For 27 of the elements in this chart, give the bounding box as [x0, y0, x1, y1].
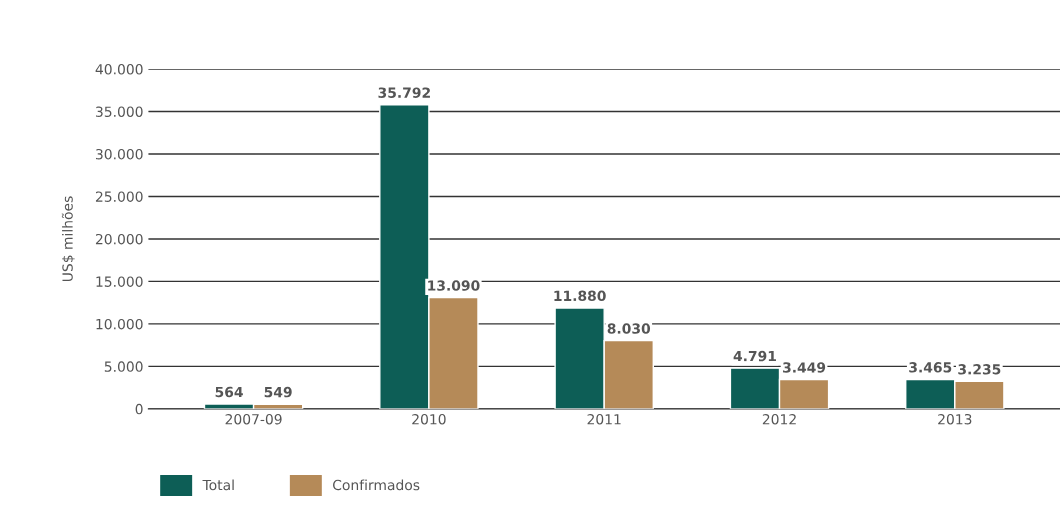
y-tick-label: 35.000 — [96, 106, 143, 117]
y-tick-label: 0 — [135, 403, 143, 415]
data-label: 8.030 — [607, 323, 651, 334]
y-tick-label: 10.000 — [96, 318, 143, 330]
data-label: 13.090 — [428, 280, 480, 291]
x-tick-label: 2007-09 — [225, 413, 282, 425]
data-label: 3.465 — [909, 362, 952, 373]
x-tick-label: 2011 — [587, 413, 621, 425]
y-axis-title: US$ milhões — [61, 196, 75, 282]
y-tick-label: 5.000 — [104, 361, 143, 372]
y-tick-label: 30.000 — [96, 148, 143, 160]
x-tick-label: 2013 — [938, 413, 972, 425]
data-label: 3.235 — [958, 364, 1001, 375]
data-label: 3.449 — [783, 362, 826, 373]
y-tick-label: 15.000 — [96, 276, 143, 287]
data-label: 4.791 — [733, 350, 776, 362]
y-tick-label: 40.000 — [95, 64, 143, 75]
legend-label: Confirmados — [333, 479, 420, 491]
x-tick-label: 2012 — [762, 413, 796, 425]
data-label: 11.880 — [554, 290, 606, 302]
legend-label: Total — [202, 479, 234, 491]
data-label: 564 — [215, 386, 243, 398]
y-tick-label: 20.000 — [95, 233, 143, 245]
data-label: 549 — [264, 386, 292, 398]
y-tick-label: 25.000 — [95, 191, 143, 202]
data-label: 35.792 — [378, 87, 430, 98]
x-tick-label: 2010 — [412, 413, 446, 425]
